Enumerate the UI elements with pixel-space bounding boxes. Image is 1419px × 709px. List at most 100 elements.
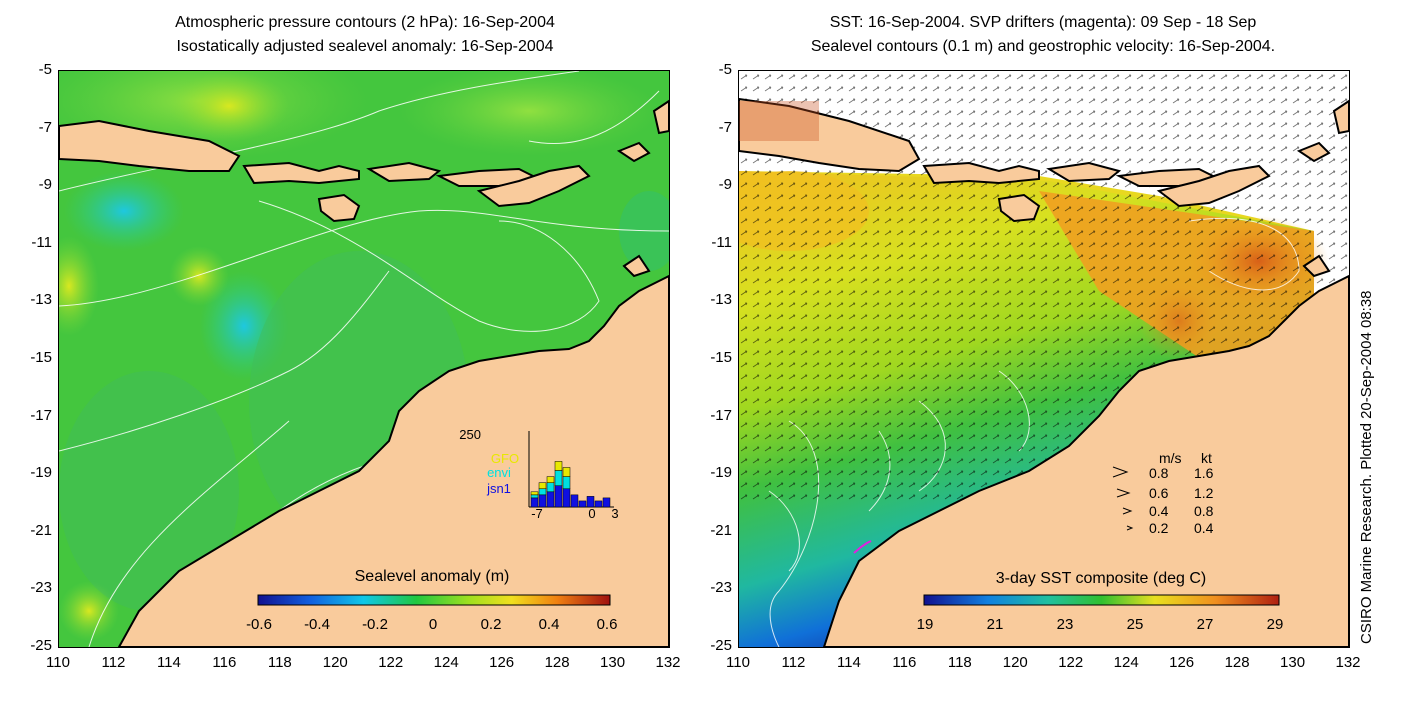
drifter-track (853, 540, 872, 554)
inset-bar-jsn1 (570, 494, 579, 508)
right-x-tick-7: 124 (1113, 654, 1139, 671)
inset-legend-jsn1: jsn1 (486, 481, 511, 496)
inset-ymax-label: 250 (459, 427, 481, 442)
right-y-tick-4: -13 (710, 291, 732, 309)
right-x-tick-4: 118 (947, 654, 972, 671)
right-y-tick-8: -21 (710, 521, 732, 539)
left-x-tick-11: 132 (655, 654, 681, 671)
left-y-tick-6: -17 (30, 406, 52, 424)
right-x-tick-0: 110 (726, 654, 750, 671)
left-x-tick-4: 118 (267, 654, 292, 671)
right-y-tick-0: -5 (718, 61, 732, 78)
inset-bar-jsn1 (586, 496, 595, 508)
inset-bar-jsn1 (602, 497, 611, 508)
left-colorbar (257, 594, 611, 606)
left-y-tick-1: -7 (38, 118, 52, 136)
left-x-tick-0: 110 (46, 654, 70, 671)
right-cb-tick-0: 19 (917, 616, 934, 633)
right-x-tick-10: 130 (1280, 654, 1306, 671)
left-panel-title-line1: Atmospheric pressure contours (2 hPa): 1… (175, 14, 555, 31)
inset-bar-envi (562, 476, 571, 490)
inset-bar-gfo (538, 482, 547, 490)
vel-legend-kt-1: 1.2 (1194, 485, 1214, 501)
inset-bar-jsn1 (554, 485, 563, 508)
right-colorbar (923, 594, 1280, 606)
right-cb-tick-1: 21 (987, 616, 1004, 633)
inset-bar-envi (538, 488, 547, 496)
right-x-tick-3: 116 (892, 654, 917, 671)
left-x-tick-3: 116 (212, 654, 237, 671)
left-y-tick-0: -5 (38, 61, 52, 78)
right-y-tick-6: -17 (710, 406, 732, 424)
right-y-tick-1: -7 (718, 118, 732, 136)
left-cb-tick-6: 0.6 (597, 616, 618, 633)
right-x-tick-2: 114 (836, 654, 861, 671)
left-x-tick-1: 112 (101, 654, 126, 671)
right-cb-tick-2: 23 (1057, 616, 1074, 633)
right-colorbar-label: 3-day SST composite (deg C) (996, 570, 1206, 587)
vel-legend-kt-2: 0.8 (1194, 503, 1214, 519)
left-x-tick-7: 124 (433, 654, 459, 671)
inset-bar-envi (546, 482, 555, 493)
vel-legend-ms-0: 0.8 (1149, 465, 1169, 481)
inset-bars (530, 461, 611, 508)
inset-bar-gfo (546, 476, 555, 483)
inset-x-label-1: 0 (588, 506, 595, 521)
left-y-tick-2: -9 (38, 176, 52, 194)
inset-bar-jsn1 (546, 491, 555, 508)
left-x-tick-5: 120 (322, 654, 348, 671)
right-x-tick-8: 126 (1169, 654, 1195, 671)
left-map-panel: Sealevel anomaly (m) -0.6 -0.4 -0.2 0 0.… (58, 70, 670, 648)
sealevel-anomaly-map: Sealevel anomaly (m) -0.6 -0.4 -0.2 0 0.… (59, 71, 669, 647)
left-x-tick-10: 130 (600, 654, 626, 671)
inset-legend-envi: envi (487, 465, 511, 480)
left-x-tick-2: 114 (156, 654, 181, 671)
right-y-tick-7: -19 (710, 464, 732, 482)
left-x-tick-8: 126 (489, 654, 515, 671)
right-y-tick-5: -15 (710, 349, 732, 366)
right-y-tick-2: -9 (718, 176, 732, 194)
right-map-panel: m/s kt 0.8 1.6 0.6 1.2 0.4 0.8 0.2 0.4 3… (738, 70, 1350, 648)
vel-legend-kt-3: 0.4 (1194, 520, 1214, 536)
left-cb-tick-1: -0.4 (304, 616, 330, 633)
left-cb-tick-2: -0.2 (362, 616, 388, 633)
left-cb-tick-5: 0.4 (539, 616, 560, 633)
right-y-tick-10: -25 (710, 637, 732, 654)
vel-legend-ms-1: 0.6 (1149, 485, 1169, 501)
left-colorbar-label: Sealevel anomaly (m) (355, 568, 510, 585)
right-cb-tick-4: 27 (1197, 616, 1214, 633)
inset-x-label-0: -7 (531, 506, 543, 521)
sst-map: m/s kt 0.8 1.6 0.6 1.2 0.4 0.8 0.2 0.4 3… (739, 71, 1349, 647)
right-x-tick-1: 112 (781, 654, 806, 671)
vel-legend-ms-2: 0.4 (1149, 503, 1169, 519)
left-y-tick-3: -11 (31, 233, 52, 251)
left-y-tick-4: -13 (30, 291, 52, 309)
right-x-tick-6: 122 (1058, 654, 1084, 671)
vel-legend-ms-header: m/s (1159, 450, 1182, 466)
right-panel-title-line2: Sealevel contours (0.1 m) and geostrophi… (810, 38, 1276, 55)
left-cb-tick-3: 0 (429, 616, 437, 633)
right-cb-tick-5: 29 (1267, 616, 1284, 633)
right-cb-tick-3: 25 (1127, 616, 1144, 633)
left-x-tick-6: 122 (378, 654, 404, 671)
right-y-tick-9: -23 (710, 579, 732, 597)
right-panel-title-line1: SST: 16-Sep-2004. SVP drifters (magenta)… (829, 14, 1257, 31)
left-y-tick-5: -15 (30, 349, 52, 366)
inset-bar-gfo (554, 461, 563, 471)
velocity-legend: m/s kt 0.8 1.6 0.6 1.2 0.4 0.8 0.2 0.4 (1112, 450, 1214, 536)
vel-legend-kt-0: 1.6 (1194, 465, 1214, 481)
vel-legend-ms-3: 0.2 (1149, 520, 1169, 536)
plot-credit-note: CSIRO Marine Research. Plotted 20-Sep-20… (1358, 290, 1375, 644)
inset-bar-gfo (530, 491, 539, 496)
inset-bar-jsn1 (578, 500, 587, 508)
inset-legend-gfo: GFO (491, 451, 519, 466)
inset-bar-jsn1 (594, 500, 603, 508)
right-x-tick-5: 120 (1002, 654, 1028, 671)
left-y-tick-8: -21 (30, 521, 52, 539)
right-y-tick-3: -11 (711, 233, 732, 251)
altimeter-inset: 250 GFO envi jsn1 -7 0 3 (459, 427, 618, 521)
left-cb-tick-4: 0.2 (481, 616, 502, 633)
left-y-tick-7: -19 (30, 464, 52, 482)
left-y-tick-9: -23 (30, 579, 52, 597)
inset-bar-jsn1 (562, 488, 571, 508)
